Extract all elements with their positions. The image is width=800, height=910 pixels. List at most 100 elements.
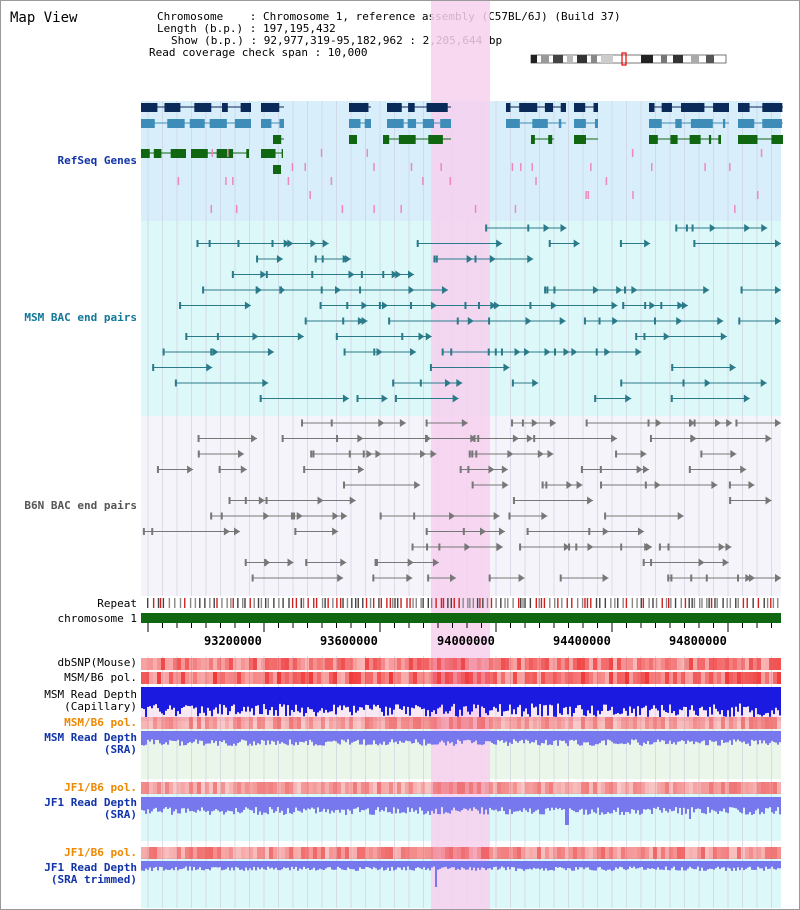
- heat-cell: [281, 658, 285, 670]
- heat-cell: [525, 658, 529, 670]
- depth-bar: [683, 731, 685, 742]
- depth-bar: [381, 731, 383, 745]
- depth-bar: [419, 687, 421, 708]
- depth-bar: [287, 797, 289, 809]
- depth-bar: [455, 797, 457, 811]
- heat-cell: [425, 672, 429, 684]
- heat-cell: [769, 847, 773, 859]
- track-label-refseq[interactable]: RefSeq Genes: [57, 154, 137, 167]
- depth-bar: [713, 861, 715, 870]
- heat-cell: [581, 717, 585, 729]
- heat-cell: [221, 658, 225, 670]
- depth-bar: [585, 731, 587, 743]
- depth-bar: [501, 731, 503, 741]
- heat-cell: [665, 782, 669, 794]
- heat-cell: [169, 672, 173, 684]
- heat-cell: [233, 658, 237, 670]
- heat-cell: [405, 782, 409, 794]
- heat-cell: [649, 847, 653, 859]
- heat-cell: [733, 847, 737, 859]
- depth-bar: [395, 687, 397, 705]
- heat-cell: [597, 658, 601, 670]
- heat-cell: [725, 782, 729, 794]
- bac-end: [594, 395, 597, 402]
- depth-bar: [213, 861, 215, 868]
- depth-bar: [299, 797, 301, 812]
- repeat-mark: [772, 598, 775, 608]
- heat-cell: [341, 672, 345, 684]
- axis-tick-label: 94400000: [553, 634, 611, 648]
- heat-cell: [157, 782, 161, 794]
- depth-bar: [401, 687, 403, 710]
- gene-marker: [227, 149, 229, 157]
- bac-end: [265, 271, 268, 278]
- depth-bar: [479, 731, 481, 745]
- gene-marker: [373, 205, 375, 213]
- heat-cell: [649, 658, 653, 670]
- heat-cell: [245, 847, 249, 859]
- depth-bar: [511, 731, 513, 744]
- heat-cell: [393, 782, 397, 794]
- heat-cell: [153, 782, 157, 794]
- depth-bar: [267, 731, 269, 741]
- bac-end-arrow: [425, 434, 432, 443]
- gene-exon: [532, 119, 548, 128]
- heat-cell: [517, 782, 521, 794]
- heat-cell: [693, 672, 697, 684]
- heat-cell: [225, 672, 229, 684]
- depth-bar: [377, 731, 379, 746]
- depth-bar: [475, 861, 477, 871]
- depth-bar: [237, 861, 239, 868]
- depth-bar: [671, 731, 673, 745]
- heat-cell: [289, 717, 293, 729]
- depth-bar: [179, 861, 181, 870]
- heat-cell: [321, 717, 325, 729]
- gene-exon: [261, 119, 272, 128]
- depth-bar: [141, 861, 143, 871]
- depth-bar: [365, 687, 367, 705]
- bac-end: [256, 255, 259, 263]
- heat-cell: [517, 847, 521, 859]
- depth-bar: [511, 797, 513, 814]
- depth-bar: [531, 687, 533, 704]
- depth-bar: [303, 731, 305, 743]
- depth-bar: [557, 797, 559, 810]
- heat-cell: [689, 672, 693, 684]
- depth-bar: [591, 861, 593, 871]
- track-label-msm-bac[interactable]: MSM BAC end pairs: [24, 311, 137, 324]
- depth-bar: [447, 731, 449, 742]
- heat-cell: [317, 658, 321, 670]
- heat-cell: [337, 717, 341, 729]
- bac-end: [343, 348, 346, 356]
- depth-bar: [145, 861, 147, 869]
- heat-cell: [325, 658, 329, 670]
- bac-end-arrow: [644, 239, 651, 248]
- depth-bar: [523, 861, 525, 871]
- depth-bar: [745, 797, 747, 815]
- depth-bar: [637, 861, 639, 869]
- repeat-mark: [174, 598, 176, 608]
- heat-cell: [377, 847, 381, 859]
- heat-cell: [577, 658, 581, 670]
- bac-end-arrow: [722, 558, 729, 567]
- depth-bar: [711, 797, 713, 810]
- depth-bar: [389, 687, 391, 708]
- heat-cell: [317, 717, 321, 729]
- depth-bar: [295, 731, 297, 743]
- depth-bar: [239, 861, 241, 870]
- heat-cell: [253, 717, 257, 729]
- bac-end-arrow: [337, 574, 344, 582]
- heat-cell: [433, 782, 437, 794]
- heat-cell: [237, 717, 241, 729]
- depth-bar: [663, 861, 665, 870]
- heat-cell: [421, 658, 425, 670]
- bac-end: [682, 379, 685, 387]
- heat-cell: [521, 847, 525, 859]
- heat-cell: [621, 717, 625, 729]
- depth-bar: [181, 861, 183, 870]
- depth-bar: [749, 861, 751, 867]
- gene-exon: [593, 103, 598, 112]
- track-label-b6n-bac[interactable]: B6N BAC end pairs: [24, 499, 137, 512]
- depth-bar: [427, 797, 429, 812]
